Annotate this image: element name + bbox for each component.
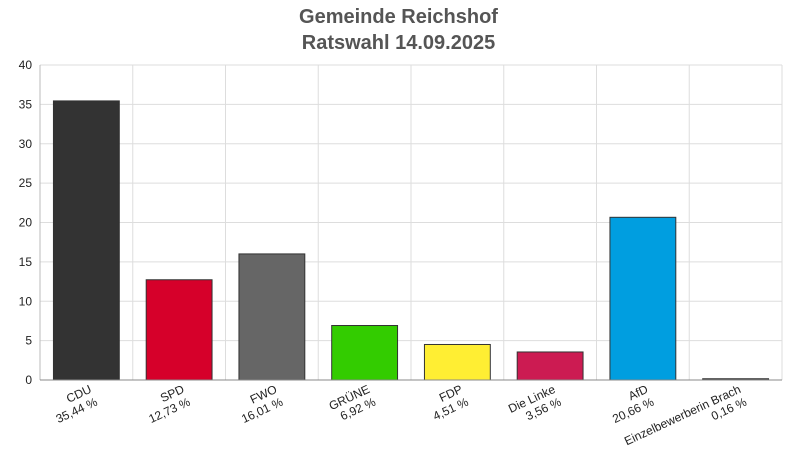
y-tick-label: 20 [19, 216, 33, 230]
y-tick-label: 10 [19, 294, 33, 308]
chart-title: Gemeinde Reichshof [299, 6, 498, 28]
bar-fwo [238, 253, 306, 381]
y-tick-label: 40 [19, 58, 33, 72]
y-tick-label: 15 [19, 255, 33, 269]
bar-afd [609, 216, 677, 381]
bar-fdp [423, 343, 491, 381]
chart-subtitle: Ratswahl 14.09.2025 [301, 32, 496, 54]
bar-die-linke [516, 351, 584, 381]
bar-spd [145, 279, 213, 381]
y-tick-label: 30 [19, 137, 33, 151]
y-tick-label: 35 [19, 97, 33, 111]
y-tick-label: 25 [19, 176, 33, 190]
y-tick-label: 0 [25, 373, 32, 387]
y-tick-label: 5 [25, 334, 32, 348]
bar-gr-ne [331, 325, 399, 381]
bar-cdu [52, 100, 120, 381]
